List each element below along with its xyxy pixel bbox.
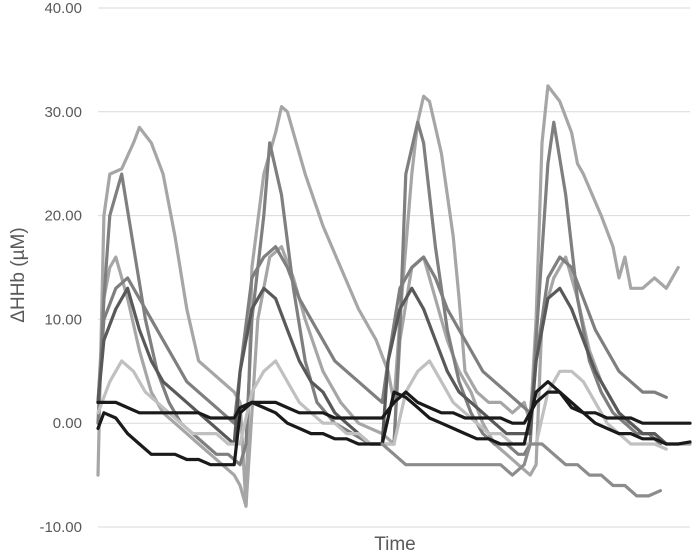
- series-line-9: [380, 442, 663, 498]
- y-tick-label: 40.00: [44, 0, 82, 17]
- y-tick-label: 30.00: [44, 104, 82, 121]
- series-line-4: [96, 245, 668, 425]
- y-tick-label: 20.00: [44, 208, 82, 225]
- x-axis-title: Time: [374, 534, 416, 553]
- series-line-1: [96, 84, 680, 508]
- y-tick-label: 0.00: [53, 415, 82, 432]
- y-axis-title: ΔHHb (µM): [8, 227, 29, 322]
- y-tick-label: 10.00: [44, 311, 82, 328]
- series-lines: [96, 84, 692, 508]
- series-line-7: [96, 390, 692, 425]
- gridlines: [98, 7, 690, 528]
- series-line-8: [96, 380, 692, 467]
- series-line-2: [96, 245, 692, 508]
- y-tick-label: -10.00: [39, 519, 82, 536]
- y-tick-labels: -10.00 0.00 10.00 20.00 30.00 40.00: [39, 0, 82, 536]
